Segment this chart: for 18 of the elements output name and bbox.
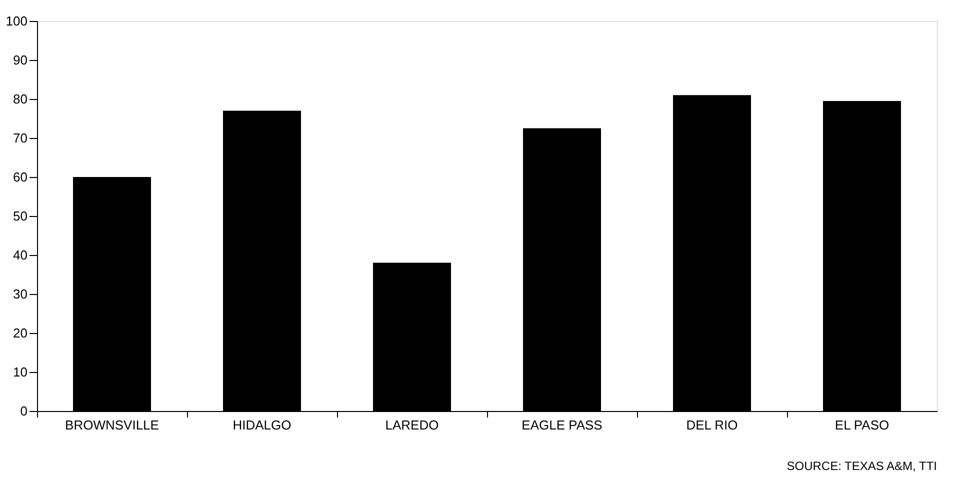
y-tick-label: 70	[13, 130, 28, 146]
x-tick-label: EAGLE PASS	[522, 418, 603, 432]
y-tick-label: 100	[6, 14, 28, 28]
y-tick-label: 10	[13, 364, 28, 380]
y-tick-label: 30	[13, 286, 28, 302]
source-note: SOURCE: TEXAS A&M, TTI	[786, 459, 937, 473]
x-tick-label: DEL RIO	[686, 418, 738, 432]
x-tick-label: HIDALGO	[232, 418, 292, 432]
x-tick-label: BROWNSVILLE	[65, 418, 160, 432]
y-tick-label: 90	[13, 52, 28, 68]
y-tick-label: 40	[13, 248, 28, 262]
y-tick-label: 0	[20, 404, 28, 418]
y-tick-label: 60	[13, 170, 28, 184]
x-tick-label: LAREDO	[385, 418, 439, 432]
y-tick-label: 50	[13, 208, 28, 224]
y-tick-label: 80	[13, 92, 28, 106]
y-tick-label: 20	[13, 326, 28, 340]
x-tick-label: EL PASO	[834, 418, 890, 432]
